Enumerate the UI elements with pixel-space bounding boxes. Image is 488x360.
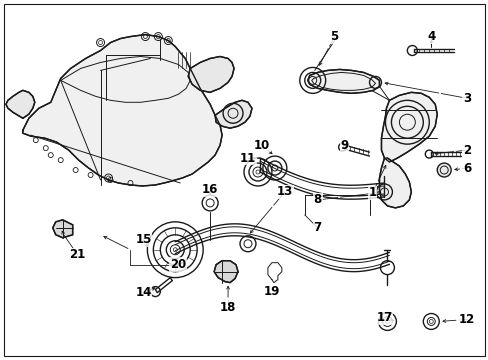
- Text: 4: 4: [427, 30, 434, 43]
- Text: 9: 9: [340, 139, 348, 152]
- Polygon shape: [214, 261, 238, 283]
- Text: 6: 6: [462, 162, 470, 175]
- Polygon shape: [53, 220, 73, 238]
- Text: 5: 5: [330, 30, 338, 43]
- Text: 18: 18: [220, 301, 236, 314]
- Text: 8: 8: [313, 193, 321, 206]
- Polygon shape: [215, 100, 251, 128]
- Polygon shape: [6, 90, 35, 118]
- Text: 16: 16: [202, 184, 218, 197]
- Text: 17: 17: [376, 311, 392, 324]
- Text: 12: 12: [458, 313, 474, 326]
- Text: 1: 1: [367, 186, 376, 199]
- Text: 7: 7: [313, 221, 321, 234]
- Text: 11: 11: [240, 152, 256, 165]
- Text: 15: 15: [135, 233, 151, 246]
- Polygon shape: [307, 69, 379, 93]
- Text: 14: 14: [135, 286, 151, 299]
- Text: 3: 3: [462, 92, 470, 105]
- Polygon shape: [188, 57, 234, 92]
- Circle shape: [436, 163, 450, 177]
- Text: 19: 19: [263, 285, 280, 298]
- Polygon shape: [379, 158, 410, 208]
- Text: 2: 2: [462, 144, 470, 157]
- Text: 21: 21: [69, 248, 85, 261]
- Text: 20: 20: [170, 258, 186, 271]
- Text: 13: 13: [276, 185, 292, 198]
- Text: 10: 10: [253, 139, 269, 152]
- Polygon shape: [381, 92, 436, 162]
- Polygon shape: [23, 35, 222, 186]
